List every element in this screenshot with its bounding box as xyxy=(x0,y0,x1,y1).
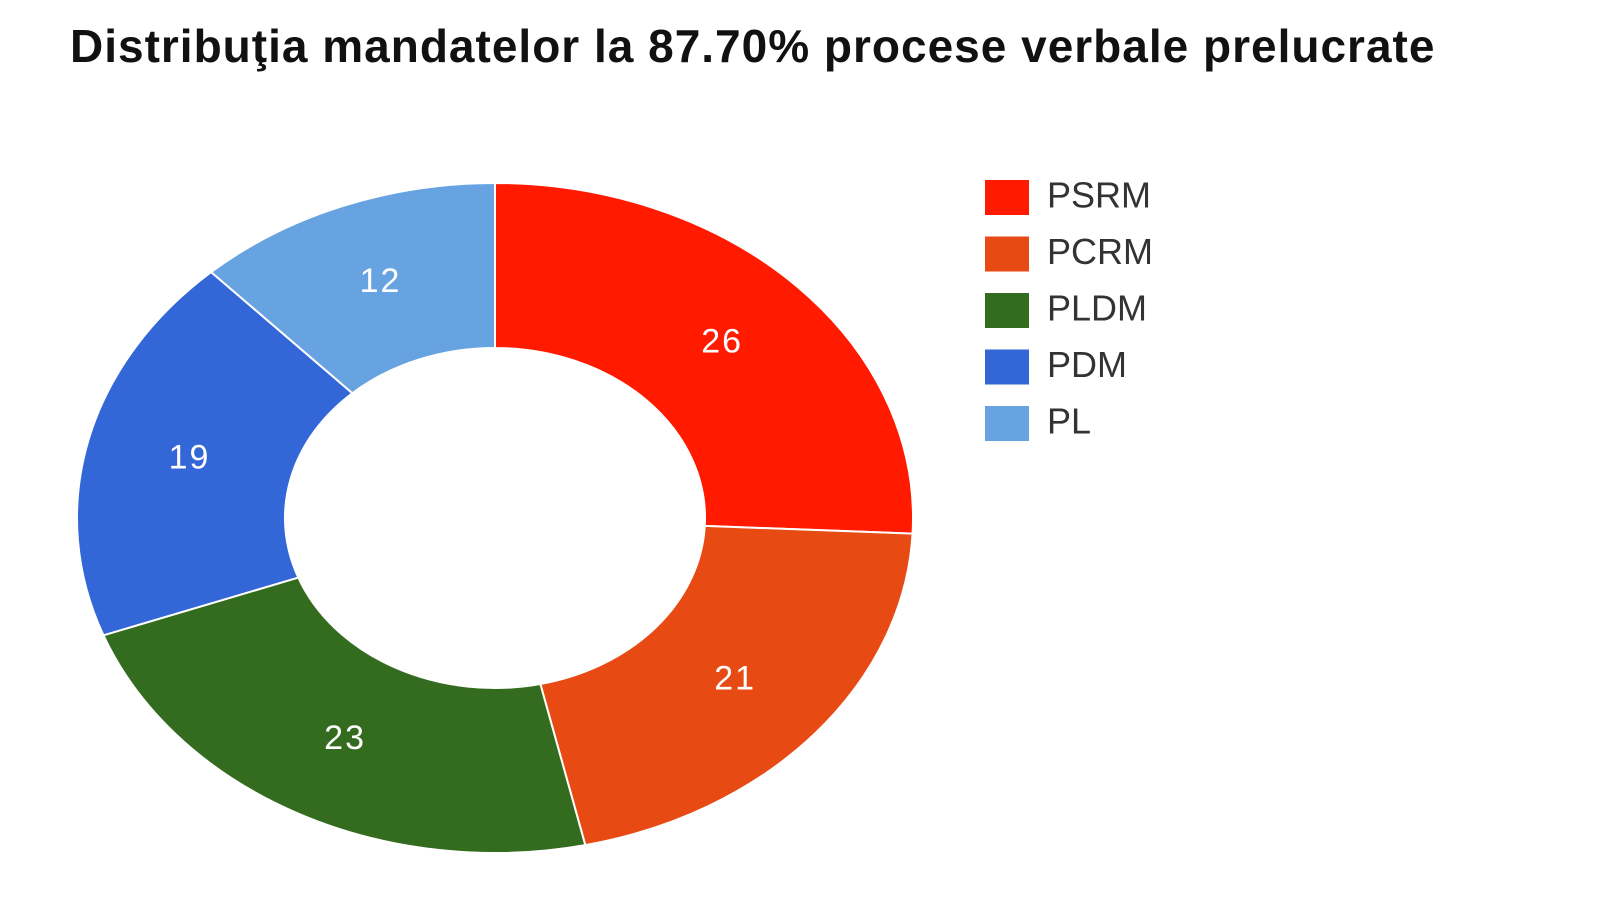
chart-title: Distribuţia mandatelor la 87.70% procese… xyxy=(70,20,1436,72)
value-label: 12 xyxy=(360,262,402,300)
legend-label: PL xyxy=(1047,401,1091,442)
legend-label: PCRM xyxy=(1047,231,1153,272)
donut-slice xyxy=(76,270,354,637)
value-label: 21 xyxy=(714,660,756,698)
legend-swatch xyxy=(985,406,1029,441)
legend-label: PSRM xyxy=(1047,175,1151,216)
legend-swatch xyxy=(985,293,1029,328)
legend-label: PLDM xyxy=(1047,288,1147,329)
value-label: 26 xyxy=(701,323,743,361)
value-label: 23 xyxy=(324,719,366,757)
legend-swatch xyxy=(985,236,1029,272)
legend-label: PDM xyxy=(1047,344,1127,385)
donut-slice xyxy=(209,181,496,395)
value-label: 19 xyxy=(169,439,211,477)
donut-slice xyxy=(494,181,914,535)
donut-slice xyxy=(102,576,587,854)
legend-swatch xyxy=(985,180,1029,215)
donut-slice xyxy=(539,524,914,847)
legend-swatch xyxy=(985,349,1029,385)
